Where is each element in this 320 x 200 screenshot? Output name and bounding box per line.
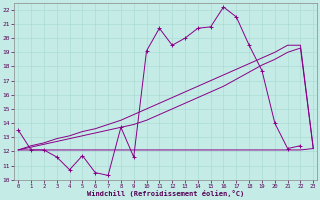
X-axis label: Windchill (Refroidissement éolien,°C): Windchill (Refroidissement éolien,°C) <box>87 190 244 197</box>
